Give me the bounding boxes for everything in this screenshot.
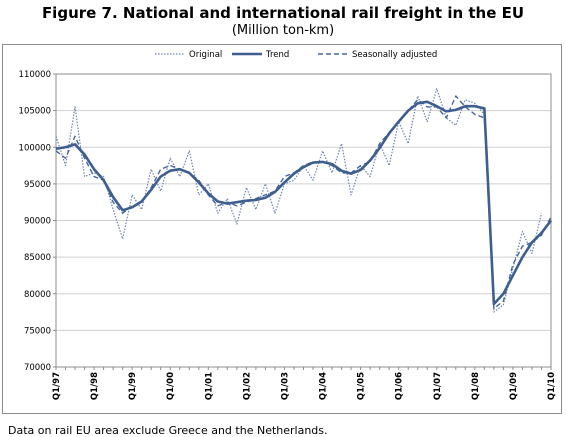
x-tick-label: Q1/10 (547, 372, 557, 400)
x-tick-label: Q1/99 (128, 372, 138, 400)
y-tick-label: 105000 (19, 107, 51, 117)
y-tick-label: 80000 (24, 290, 51, 300)
y-tick-label: 85000 (24, 253, 51, 263)
x-tick-label: Q1/08 (471, 372, 481, 400)
y-tick-label: 110000 (19, 70, 51, 80)
x-tick-label: Q1/98 (90, 372, 100, 400)
y-axis: 70000 75000 80000 85000 90000 95000 100000 1050… (19, 70, 56, 373)
x-tick-label: Q1/06 (395, 372, 405, 400)
legend-label-trend: Trend (265, 50, 289, 60)
x-tick-label: Q1/02 (242, 372, 252, 400)
x-tick-label: Q1/07 (433, 372, 443, 400)
line-chart: 70000 75000 80000 85000 90000 95000 100000 1050… (19, 50, 557, 400)
y-tick-label: 70000 (24, 363, 51, 373)
y-tick-label: 95000 (24, 180, 51, 190)
series-line-trend (55, 100, 553, 306)
x-tick-label: Q1/05 (357, 372, 367, 400)
legend-label-seasonally-adjusted: Seasonally adjusted (352, 50, 437, 60)
x-tick-label: Q1/09 (509, 372, 519, 400)
x-tick-label: Q1/03 (280, 372, 290, 400)
legend: Original Trend Seasonally adjusted (155, 50, 437, 60)
footnote: Data on rail EU area exclude Greece and … (8, 424, 328, 437)
y-tick-label: 75000 (24, 326, 51, 336)
series-line-original (55, 88, 543, 313)
legend-label-original: Original (189, 50, 222, 60)
y-tick-label: 90000 (24, 217, 51, 227)
chart-frame (2, 44, 562, 414)
chart-title: Figure 7. National and international rai… (41, 4, 525, 22)
x-tick-label: Q1/97 (52, 372, 62, 400)
x-tick-label: Q1/01 (204, 372, 214, 400)
x-tick-label: Q1/00 (166, 372, 176, 400)
x-axis: Q1/97 Q1/98 Q1/99 Q1/00 Q1/01 Q1/02 Q1/03 Q1/04… (52, 367, 557, 400)
chart-subtitle: (Million ton-km) (231, 23, 335, 38)
y-tick-label: 100000 (19, 143, 51, 153)
series-lines (55, 88, 553, 313)
x-tick-label: Q1/04 (319, 372, 329, 400)
